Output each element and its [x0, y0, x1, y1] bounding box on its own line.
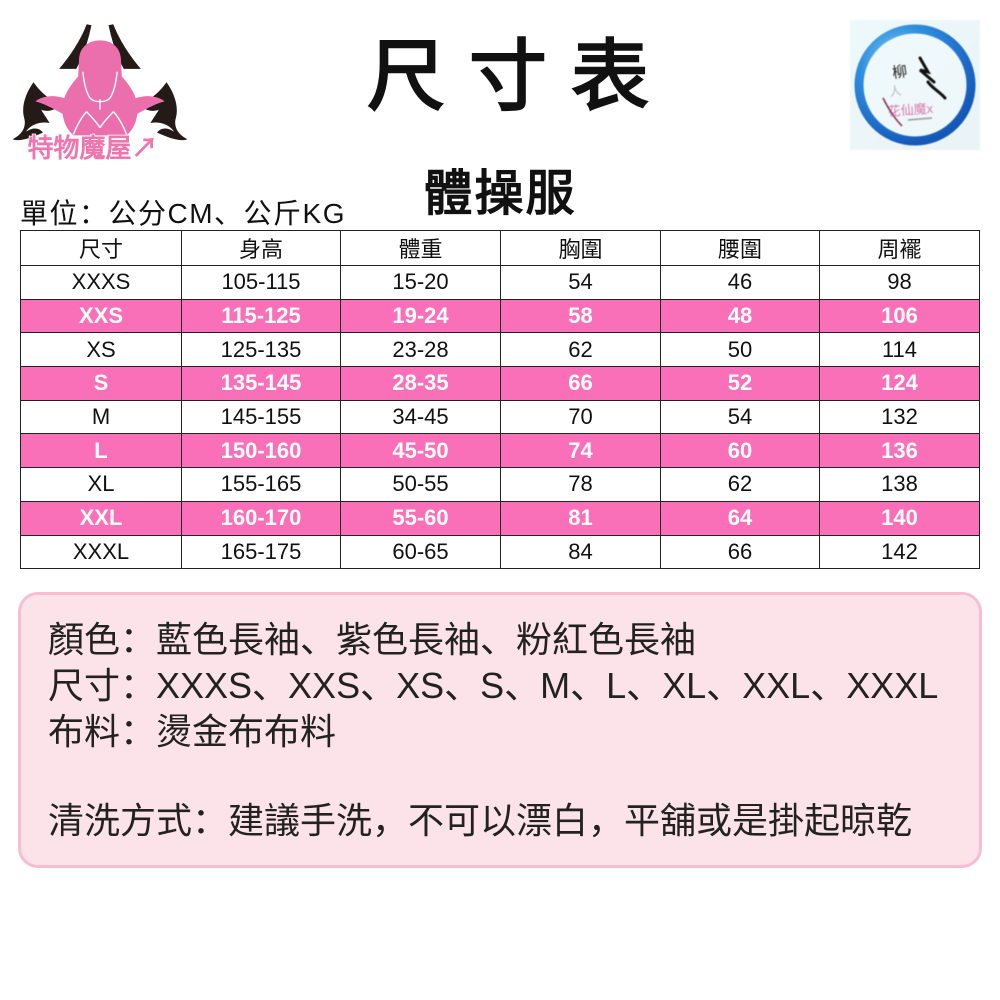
svg-text:人: 人: [888, 83, 902, 99]
svg-text:柳: 柳: [891, 63, 908, 82]
